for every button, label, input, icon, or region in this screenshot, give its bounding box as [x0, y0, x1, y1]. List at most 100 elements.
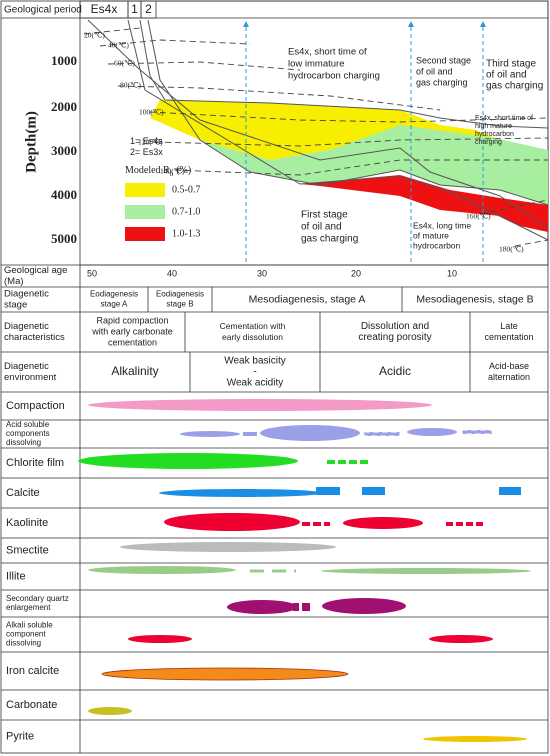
cell-text: Mesodiagenesis, stage A: [249, 293, 366, 305]
legend-item: 0.5-0.7: [172, 184, 200, 195]
formation-key: 1= Es4s: [130, 136, 163, 146]
process-label: Secondary quartz: [6, 594, 69, 603]
age-tick: 50: [87, 268, 97, 278]
process-label: Acid soluble: [6, 420, 50, 429]
annotation: of oil and: [416, 66, 453, 76]
temperature-label: 140(℃): [160, 167, 185, 176]
process-label: Kaolinite: [6, 517, 48, 529]
row-lines: [1, 264, 548, 753]
age-label: (Ma): [4, 276, 24, 287]
legend-title-sub: o: [170, 170, 174, 178]
cell-text: Dissolution and: [361, 321, 429, 332]
cell-text: Alkalinity: [111, 364, 158, 378]
annotation: Second stage: [416, 55, 471, 65]
process-label: dissolving: [6, 639, 41, 648]
cell-text: -: [253, 367, 256, 378]
legend-item: 1.0-1.3: [172, 228, 200, 239]
process-label: Compaction: [6, 400, 65, 412]
annotation: First stage: [301, 210, 348, 221]
cell-text: Weak acidity: [227, 378, 284, 389]
y-axis-label: Depth(m): [23, 111, 39, 173]
process-marks: [78, 399, 531, 742]
period-label: Geological period: [4, 5, 82, 16]
annotation: Es4x, long time: [413, 220, 471, 230]
depth-tick: 3000: [51, 143, 77, 158]
annotation: Es4x, short time of: [475, 115, 533, 122]
temperature-label: 60(℃): [114, 59, 135, 68]
process-label: Carbonate: [6, 699, 57, 711]
row-label: environment: [4, 372, 57, 383]
age-tick: 30: [257, 268, 267, 278]
annotation: high mature: [475, 123, 512, 130]
row-label: characteristics: [4, 332, 65, 343]
cell-text: early dissolution: [222, 332, 283, 342]
cell-text: with early carbonate: [91, 326, 173, 336]
cell-text: stage B: [166, 300, 193, 309]
formation-key: 2= Es3x: [130, 147, 163, 157]
process-label: dissolving: [6, 438, 41, 447]
cell-text: Acid-base: [489, 361, 529, 371]
annotation: charging: [475, 139, 502, 146]
temperature-label: 100(℃): [139, 108, 164, 117]
annotation: of oil and: [301, 222, 342, 233]
age-label: Geological age: [4, 265, 67, 276]
age-tick: 20: [351, 268, 361, 278]
depth-tick: 2000: [51, 99, 77, 114]
row-label: stage: [4, 300, 27, 311]
temperature-label: 120(℃): [138, 138, 163, 147]
row-label: Diagenetic: [4, 361, 49, 372]
legend-item: 0.7-1.0: [172, 206, 200, 217]
cell-text: stage A: [101, 300, 128, 309]
period: Es4x: [91, 2, 118, 16]
process-label: enlargement: [6, 603, 51, 612]
process-label: component: [6, 630, 46, 639]
cell-text: Late: [500, 321, 518, 331]
row-label: Diagenetic: [4, 289, 49, 300]
legend-title-part: (%): [176, 165, 191, 176]
process-label: Illite: [6, 570, 26, 582]
temperature-label: 180(℃): [499, 245, 524, 254]
process-label: Iron calcite: [6, 665, 59, 677]
cell-text: creating porosity: [358, 332, 431, 343]
annotation: of mature: [413, 230, 449, 240]
annotation: gas charging: [301, 234, 358, 245]
legend-title: Modeled Ro (%): [125, 165, 191, 177]
depth-tick: 5000: [51, 231, 77, 246]
cell-text: alternation: [488, 372, 530, 382]
depth-tick: 1000: [51, 53, 77, 68]
depth-tick: 4000: [51, 187, 77, 202]
process-label: Pyrite: [6, 730, 34, 742]
temperature-label: 80(℃): [120, 81, 141, 90]
annotation: Es4x, short time of: [288, 47, 367, 58]
annotation: gas charging: [486, 81, 543, 92]
cell-text: Acidic: [379, 364, 411, 378]
legend-title-part: Modeled R: [125, 165, 170, 176]
cell-text: Eodiagenesis: [90, 290, 138, 299]
row-label: Diagenetic: [4, 321, 49, 332]
cell-text: Cementation with: [220, 321, 286, 331]
burial-plot: [83, 19, 549, 262]
annotation: hydrocarbon: [413, 240, 461, 250]
annotation: low immature: [288, 59, 345, 70]
process-label: Alkali soluble: [6, 621, 53, 630]
period: 2: [145, 2, 152, 16]
temperature-label: 160(℃): [466, 212, 491, 221]
temperature-label: 40(℃): [108, 41, 129, 50]
cell-text: Eodiagenesis: [156, 290, 204, 299]
period: 1: [131, 2, 138, 16]
cell-text: Mesodiagenesis, stage B: [416, 293, 533, 305]
annotation: hydrocarbon charging: [288, 71, 380, 82]
process-label: Calcite: [6, 487, 40, 499]
age-tick: 40: [167, 268, 177, 278]
process-label: components: [6, 429, 50, 438]
temperature-label: 20(℃): [84, 31, 105, 40]
age-tick: 10: [447, 268, 457, 278]
annotation: hydrocarbon: [475, 131, 514, 138]
cell-text: Rapid compaction: [96, 315, 168, 325]
process-label: Smectite: [6, 544, 49, 556]
cell-text: Weak basicity: [224, 356, 286, 367]
annotation: gas charging: [416, 77, 468, 87]
cell-text: cementation: [484, 332, 533, 342]
process-label: Chlorite film: [6, 457, 64, 469]
